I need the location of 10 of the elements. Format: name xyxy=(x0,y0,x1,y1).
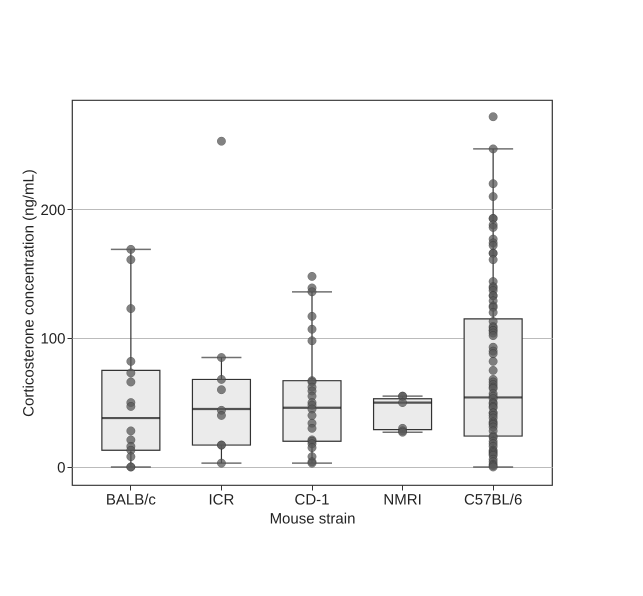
x-axis-title: Mouse strain xyxy=(270,510,356,528)
y-axis-title: Corticosterone concentration (ng/mL) xyxy=(20,169,38,417)
x-tick-label: CD-1 xyxy=(294,492,330,508)
x-tick-label: C57BL/6 xyxy=(464,492,522,508)
x-tick-label: NMRI xyxy=(383,492,422,508)
x-tick-label: ICR xyxy=(208,492,235,508)
y-tick-label: 0 xyxy=(57,459,66,476)
y-tick-label: 200 xyxy=(40,202,66,219)
y-tick-label: 100 xyxy=(40,330,66,348)
x-tick-label: BALB/c xyxy=(106,492,156,508)
